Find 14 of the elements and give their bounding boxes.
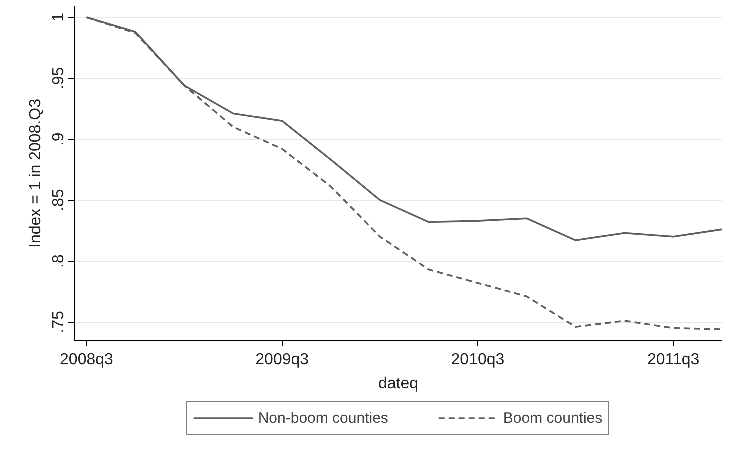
x-tick-label: 2009q3 — [256, 352, 310, 368]
y-tick-label: 1 — [50, 12, 68, 22]
legend-label: Non-boom counties — [258, 410, 388, 426]
legend-label: Boom counties — [503, 410, 603, 426]
y-tick-label: .95 — [50, 67, 68, 90]
x-tick-label: 2010q3 — [451, 352, 505, 368]
x-tick-label: 2011q3 — [647, 352, 700, 368]
y-tick-label: .75 — [50, 310, 68, 334]
y-tick-label: .9 — [50, 132, 68, 146]
y-axis-title: Index = 1 in 2008.Q3 — [28, 98, 44, 248]
x-axis-title: dateq — [378, 376, 419, 392]
y-tick-label: .8 — [50, 254, 68, 268]
y-tick-label: .85 — [50, 189, 68, 212]
x-tick-label: 2008q3 — [60, 352, 114, 368]
